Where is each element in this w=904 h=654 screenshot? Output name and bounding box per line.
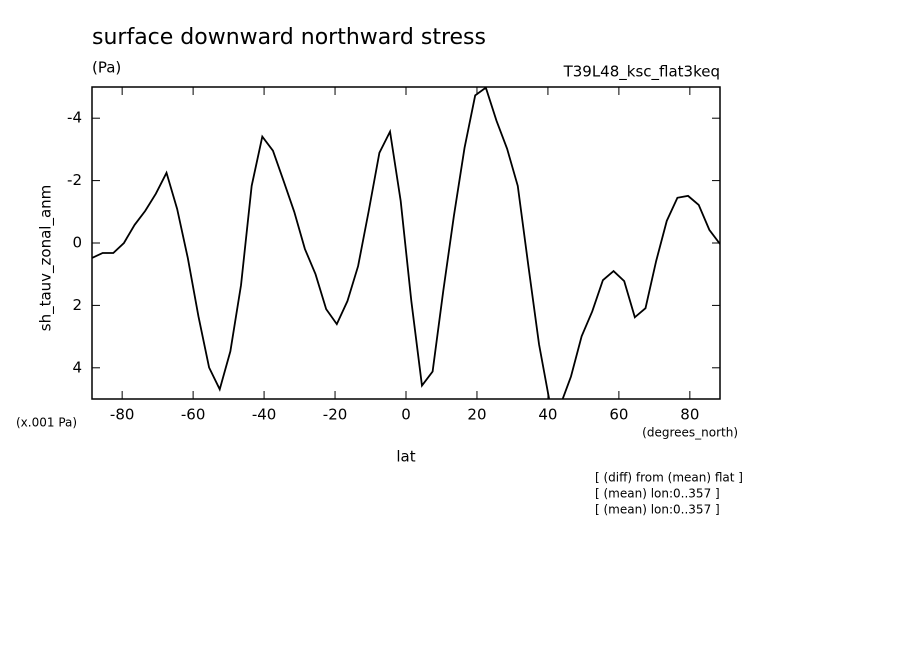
note: [ (mean) lon:0..357 ] <box>595 487 720 501</box>
y-tick-label: 2 <box>72 296 82 314</box>
x-unit: (degrees_north) <box>642 426 738 440</box>
chart-title: surface downward northward stress <box>92 25 486 50</box>
y-tick-label: 0 <box>72 234 82 252</box>
y-axis-label: sh_tauv_zonal_anm <box>37 185 56 332</box>
x-axis-label: lat <box>396 448 415 466</box>
subtitle: (Pa) <box>92 59 121 77</box>
x-tick-label: 80 <box>680 406 699 424</box>
y-tick-label: 4 <box>72 358 82 376</box>
x-tick-label: -40 <box>252 406 277 424</box>
run-label: T39L48_ksc_flat3keq <box>563 63 720 82</box>
note: [ (mean) lon:0..357 ] <box>595 503 720 517</box>
x-tick-label: -60 <box>181 406 206 424</box>
x-tick-label: -20 <box>323 406 348 424</box>
x-tick-label: 20 <box>467 406 486 424</box>
note: [ (diff) from (mean) flat ] <box>595 471 743 485</box>
data-line <box>92 87 720 399</box>
y-unit: (x.001 Pa) <box>16 416 77 430</box>
y-tick-label: -2 <box>67 171 82 189</box>
x-tick-label: 40 <box>538 406 557 424</box>
x-tick-label: 60 <box>609 406 628 424</box>
x-tick-label: 0 <box>401 406 411 424</box>
y-tick-label: -4 <box>67 109 82 127</box>
x-tick-label: -80 <box>110 406 135 424</box>
